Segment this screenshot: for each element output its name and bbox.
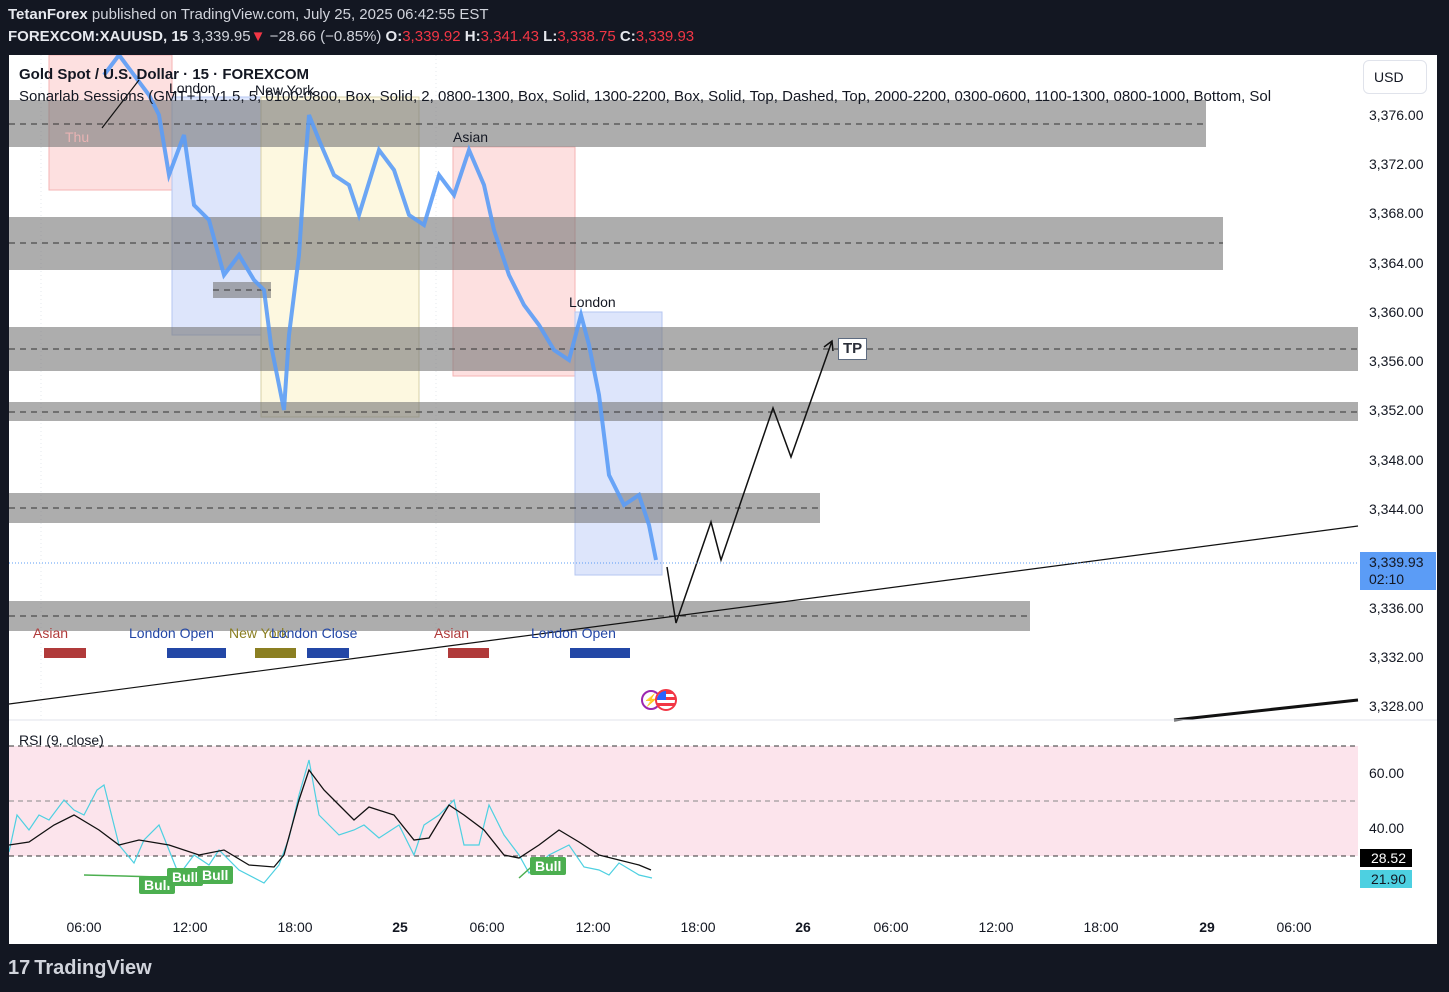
session-label-asian: Asian bbox=[453, 129, 489, 145]
time-axis-label: 12:00 bbox=[172, 919, 208, 935]
rsi-ma-value: 28.52 bbox=[1360, 849, 1412, 867]
chart-title: Gold Spot / U.S. Dollar · 15 · FOREXCOM bbox=[19, 66, 310, 83]
price-axis-label: 3,332.00 bbox=[1369, 649, 1424, 665]
time-axis-label: 06:00 bbox=[469, 919, 505, 935]
session-label-london-2: London bbox=[569, 294, 616, 310]
session-label-new-york: New York bbox=[255, 82, 315, 98]
price-axis-label: 3,368.00 bbox=[1369, 205, 1424, 221]
us-flag-icon[interactable] bbox=[655, 689, 677, 711]
price-axis-label: 3,364.00 bbox=[1369, 255, 1424, 271]
bull-label: Bull bbox=[139, 876, 176, 894]
session-bar-new-york bbox=[255, 648, 296, 658]
open-value: 3,339.92 bbox=[402, 28, 461, 45]
session-bar-asian-2 bbox=[448, 648, 489, 658]
close-value: 3,339.93 bbox=[635, 28, 695, 45]
time-axis-label: 06:00 bbox=[873, 919, 909, 935]
day-label-thu: Thu bbox=[65, 129, 90, 145]
symbol-name: FOREXCOM:XAUUSD, 15 bbox=[8, 28, 189, 45]
bull-label: Bull bbox=[167, 868, 204, 886]
price-axis-label: 3,348.00 bbox=[1369, 452, 1424, 468]
current-price-tag: 3,339.93 02:10 bbox=[1360, 552, 1436, 590]
price-axis-label: 3,344.00 bbox=[1369, 501, 1424, 517]
publisher-name[interactable]: TetanForex bbox=[8, 6, 88, 23]
time-axis-label: 06:00 bbox=[66, 919, 102, 935]
rsi-axis-label: 40.00 bbox=[1369, 820, 1405, 836]
rsi-axis-label: 60.00 bbox=[1369, 765, 1405, 781]
session-marker-asian: Asian bbox=[33, 625, 69, 641]
price-axis-label: 3,328.00 bbox=[1369, 698, 1424, 714]
low-value: 3,338.75 bbox=[557, 28, 616, 45]
chart-canvas[interactable] bbox=[9, 55, 1437, 944]
symbol-info: FOREXCOM:XAUUSD, 15 3,339.95▼ −28.66 (−0… bbox=[8, 28, 694, 45]
high-value: 3,341.43 bbox=[480, 28, 539, 45]
price-axis-label: 3,356.00 bbox=[1369, 353, 1424, 369]
time-axis-label: 18:00 bbox=[1083, 919, 1119, 935]
session-label-london: London bbox=[169, 80, 216, 96]
open-label: O: bbox=[385, 28, 403, 45]
publish-info: TetanForex published on TradingView.com,… bbox=[8, 6, 489, 23]
time-axis-label: 25 bbox=[392, 919, 408, 935]
session-marker-london-open: London Open bbox=[129, 625, 214, 641]
close-label: C: bbox=[619, 28, 636, 45]
price-change: −28.66 (−0.85%) bbox=[269, 28, 382, 45]
rsi-value: 21.90 bbox=[1360, 870, 1412, 888]
tv-logo-icon: 17 bbox=[8, 957, 31, 979]
time-axis-label: 29 bbox=[1199, 919, 1215, 935]
tradingview-logo[interactable]: 17 TradingView bbox=[8, 957, 152, 980]
price-axis-label: 3,336.00 bbox=[1369, 600, 1424, 616]
bar-countdown: 02:10 bbox=[1369, 571, 1405, 587]
take-profit-label[interactable]: TP bbox=[838, 338, 868, 360]
current-price: 3,339.93 bbox=[1369, 554, 1424, 570]
session-marker-london-open-2: London Open bbox=[531, 625, 616, 641]
time-axis-label: 12:00 bbox=[575, 919, 611, 935]
session-bar-asian bbox=[44, 648, 86, 658]
session-bar-london-close bbox=[307, 648, 349, 658]
session-bar-london-open-2 bbox=[570, 648, 630, 658]
rsi-title[interactable]: RSI (9, close) bbox=[19, 732, 104, 748]
price-axis-label: 3,376.00 bbox=[1369, 107, 1424, 123]
currency-button[interactable]: USD bbox=[1363, 60, 1427, 94]
price-axis-label: 3,360.00 bbox=[1369, 304, 1424, 320]
session-marker-london-close: London Close bbox=[271, 625, 358, 641]
time-axis-label: 18:00 bbox=[277, 919, 313, 935]
price-axis-label: 3,372.00 bbox=[1369, 156, 1424, 172]
time-axis-label: 12:00 bbox=[978, 919, 1014, 935]
last-price: 3,339.95 bbox=[192, 28, 251, 45]
high-label: H: bbox=[464, 28, 481, 45]
bull-label: Bull bbox=[197, 866, 234, 884]
price-axis-label: 3,352.00 bbox=[1369, 402, 1424, 418]
session-marker-asian-2: Asian bbox=[434, 625, 470, 641]
bull-label: Bull bbox=[530, 857, 567, 875]
indicator-legend[interactable]: Sonarlab Sessions (GMT+1, v1.5, 5, 0100-… bbox=[19, 88, 1272, 105]
time-axis-label: 18:00 bbox=[680, 919, 716, 935]
session-bar-london-open bbox=[167, 648, 226, 658]
published-text: published on TradingView.com, July 25, 2… bbox=[91, 6, 489, 23]
low-label: L: bbox=[543, 28, 558, 45]
down-arrow-icon: ▼ bbox=[250, 28, 266, 45]
brand-name: TradingView bbox=[34, 957, 152, 979]
session-marker-new-york: New York bbox=[229, 625, 289, 641]
chart-frame[interactable]: Gold Spot / U.S. Dollar · 15 · FOREXCOM … bbox=[9, 55, 1437, 944]
time-axis-label: 06:00 bbox=[1276, 919, 1312, 935]
time-axis-label: 26 bbox=[795, 919, 811, 935]
